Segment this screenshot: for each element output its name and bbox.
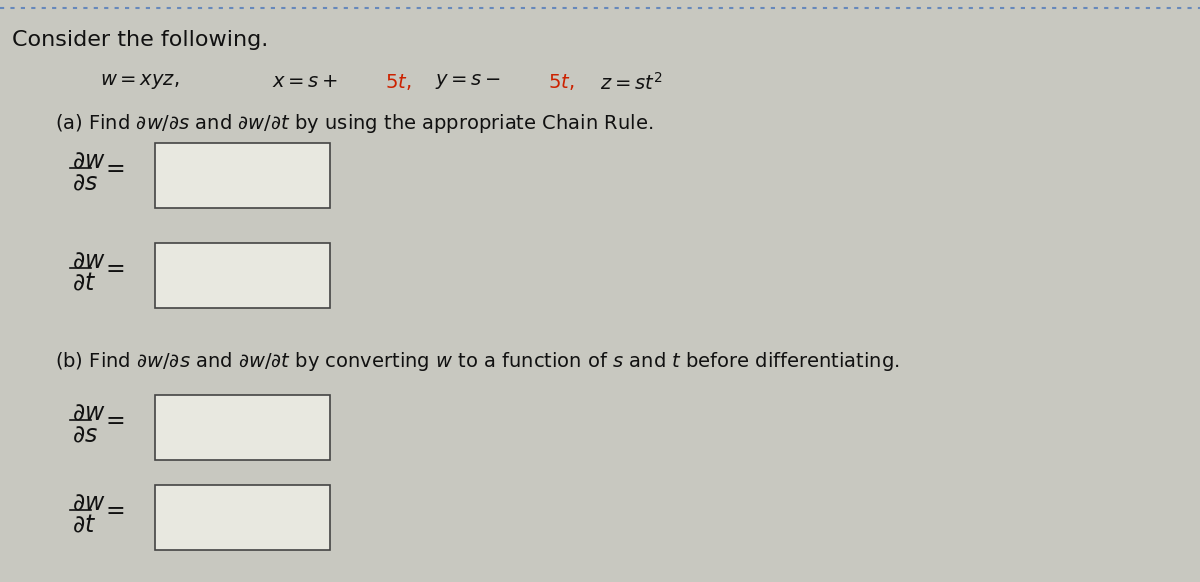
Text: $y = s -$: $y = s -$ — [436, 72, 502, 91]
Text: $\partial s$: $\partial s$ — [72, 423, 98, 446]
Text: $\partial w$: $\partial w$ — [72, 248, 106, 272]
Text: Consider the following.: Consider the following. — [12, 30, 269, 50]
FancyBboxPatch shape — [155, 143, 330, 208]
Text: $\partial w$: $\partial w$ — [72, 490, 106, 514]
Text: $=$: $=$ — [101, 407, 125, 431]
Text: (a) Find $\partial w/\partial s$ and $\partial w/\partial t$ by using the approp: (a) Find $\partial w/\partial s$ and $\p… — [55, 112, 653, 135]
Text: $w = xyz,$: $w = xyz,$ — [100, 72, 180, 91]
Text: $x = s +$: $x = s +$ — [272, 72, 338, 91]
Text: $\partial s$: $\partial s$ — [72, 171, 98, 194]
Text: (b) Find $\partial w/\partial s$ and $\partial w/\partial t$ by converting $w$ t: (b) Find $\partial w/\partial s$ and $\p… — [55, 350, 900, 373]
Text: $\partial w$: $\partial w$ — [72, 148, 106, 172]
Text: $5t,$: $5t,$ — [548, 72, 575, 92]
Text: $\partial w$: $\partial w$ — [72, 400, 106, 424]
FancyBboxPatch shape — [155, 243, 330, 308]
Text: $=$: $=$ — [101, 254, 125, 279]
FancyBboxPatch shape — [155, 395, 330, 460]
Text: $z = st^2$: $z = st^2$ — [600, 72, 662, 94]
Text: $\partial t$: $\partial t$ — [72, 271, 96, 294]
Text: $=$: $=$ — [101, 496, 125, 520]
Text: $5t,$: $5t,$ — [385, 72, 412, 92]
FancyBboxPatch shape — [155, 485, 330, 550]
Text: $\partial t$: $\partial t$ — [72, 513, 96, 537]
Text: $=$: $=$ — [101, 155, 125, 179]
